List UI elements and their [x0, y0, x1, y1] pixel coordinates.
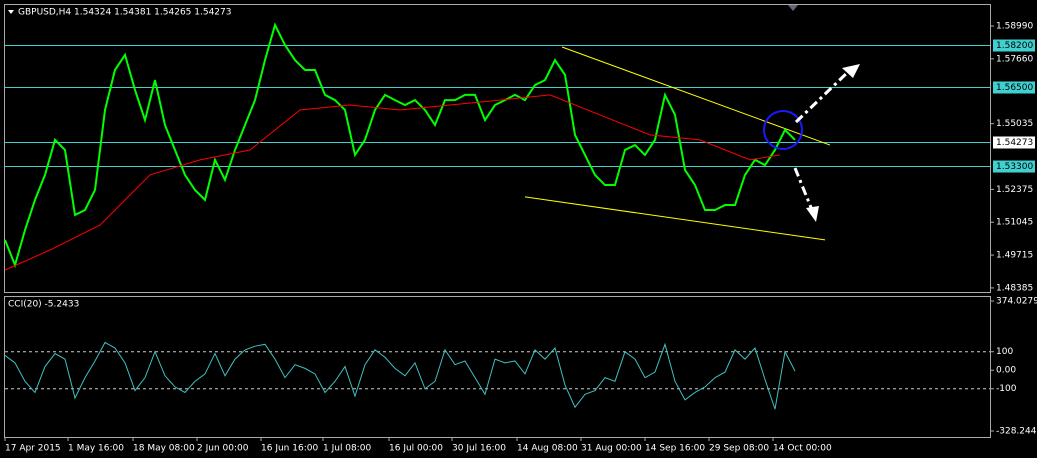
trendline — [524, 196, 826, 241]
menu-icon[interactable] — [8, 10, 14, 14]
x-tick-label: 14 Sep 16:00 — [645, 444, 705, 454]
plot: 1.58990 1.57660 1.55035 1.52375 1.51045 1.497… — [4, 21, 1037, 454]
x-tick-label: 16 Jul 00:00 — [389, 444, 443, 454]
level-label: 1.56500 — [996, 83, 1033, 93]
x-tick-label: 17 Apr 2015 — [5, 444, 61, 454]
level-label: 1.53300 — [996, 162, 1033, 172]
x-tick-label: 18 May 08:00 — [133, 444, 195, 454]
level-label-box — [993, 81, 1035, 94]
series-line — [4, 94, 781, 271]
level-label-box — [993, 160, 1035, 173]
y-tick-label: 1.49715 — [996, 251, 1033, 261]
price-panel — [4, 4, 991, 293]
x-tick-label: 29 Sep 08:00 — [709, 444, 769, 454]
y-tick-label: 374.0279 — [996, 297, 1037, 307]
y-tick-label: 1.48385 — [996, 283, 1033, 293]
indicator-title: CCI(20) -5.2433 — [8, 300, 79, 310]
series-line — [4, 22, 796, 269]
y-tick-label: 1.52375 — [996, 185, 1033, 195]
cci-panel — [4, 296, 991, 438]
x-tick-label: 30 Jul 16:00 — [452, 444, 506, 454]
current-label-box — [993, 136, 1035, 149]
level-label-box — [993, 39, 1035, 52]
shift-marker — [788, 5, 798, 11]
current-label: 1.54273 — [996, 138, 1033, 148]
y-tick-label: -328.2446 — [996, 427, 1037, 437]
highlight-circle — [763, 110, 803, 150]
x-tick-label: 1 Jul 08:00 — [323, 444, 372, 454]
y-tick-label: 1.51045 — [996, 218, 1033, 228]
trendline — [561, 46, 831, 146]
y-tick-label: 1.58990 — [996, 21, 1033, 31]
y-tick-label: 100 — [996, 347, 1013, 357]
y-tick-label: 1.55035 — [996, 119, 1033, 129]
y-tick-label: -100 — [996, 384, 1017, 394]
y-tick-label: 1.57660 — [996, 54, 1033, 64]
arrow-up-head — [842, 64, 860, 78]
level-label: 1.58200 — [996, 41, 1033, 51]
x-tick-label: 14 Aug 08:00 — [517, 444, 578, 454]
x-tick-label: 14 Oct 00:00 — [773, 444, 832, 454]
x-tick-label: 31 Aug 00:00 — [581, 444, 642, 454]
x-tick-label: 2 Jun 00:00 — [197, 444, 249, 454]
series-line — [4, 341, 796, 410]
y-tick-label: 0.00 — [996, 366, 1016, 376]
x-tick-label: 1 May 16:00 — [68, 444, 124, 454]
arrow-down-head — [806, 206, 819, 222]
arrow-down — [793, 167, 814, 211]
x-tick-label: 16 Jun 16:00 — [261, 444, 318, 454]
chart-title: GBPUSD,H4 1.54324 1.54381 1.54265 1.5427… — [18, 8, 231, 18]
arrow-up — [794, 68, 852, 124]
